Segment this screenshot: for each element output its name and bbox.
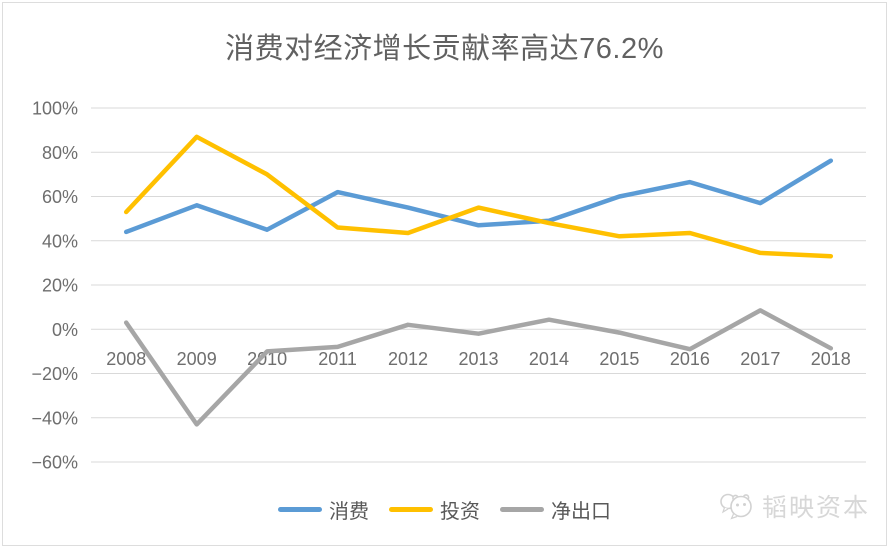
- svg-text:2015: 2015: [599, 349, 639, 369]
- svg-text:−20%: −20%: [31, 364, 78, 384]
- legend-label: 投资: [440, 501, 480, 523]
- svg-text:60%: 60%: [42, 187, 78, 207]
- chart-legend: 消费 投资 净出口: [3, 495, 886, 524]
- svg-text:2011: 2011: [318, 349, 357, 369]
- line-chart: 100% 80% 60% 40% 20% 0% −20% −40% −60% 2008 2009 20…: [31, 99, 866, 473]
- legend-item-net-exports: 净出口: [500, 495, 611, 524]
- svg-text:2009: 2009: [177, 349, 217, 369]
- legend-item-consumption: 消费: [278, 495, 369, 524]
- svg-text:100%: 100%: [32, 99, 78, 119]
- svg-text:2017: 2017: [740, 349, 780, 369]
- svg-text:−60%: −60%: [31, 453, 78, 473]
- svg-text:20%: 20%: [42, 276, 78, 296]
- investment-line-marker-icon: [389, 507, 433, 512]
- watermark-text: 韬映资本: [761, 494, 870, 522]
- svg-text:2008: 2008: [106, 349, 146, 369]
- svg-text:2016: 2016: [670, 349, 710, 369]
- svg-text:2012: 2012: [388, 349, 428, 369]
- consumption-line-marker-icon: [278, 507, 322, 512]
- brand-watermark: 韬映资本: [718, 488, 870, 524]
- svg-text:2014: 2014: [529, 349, 569, 369]
- net-exports-line-marker-icon: [500, 507, 544, 512]
- legend-item-investment: 投资: [389, 495, 480, 524]
- legend-label: 净出口: [551, 501, 611, 523]
- svg-text:−40%: −40%: [31, 408, 78, 428]
- svg-text:2018: 2018: [811, 349, 851, 369]
- svg-text:0%: 0%: [52, 320, 78, 340]
- panda-chat-logo-icon: [720, 493, 752, 520]
- svg-text:40%: 40%: [42, 231, 78, 251]
- legend-label: 消费: [329, 501, 369, 523]
- svg-text:80%: 80%: [42, 143, 78, 163]
- chart-card: 消费对经济增长贡献率高达76.2% 100% 80% 60% 40% 20% 0% −20%…: [2, 2, 887, 546]
- chart-title: 消费对经济增长贡献率高达76.2%: [225, 33, 664, 65]
- svg-text:2013: 2013: [458, 349, 498, 369]
